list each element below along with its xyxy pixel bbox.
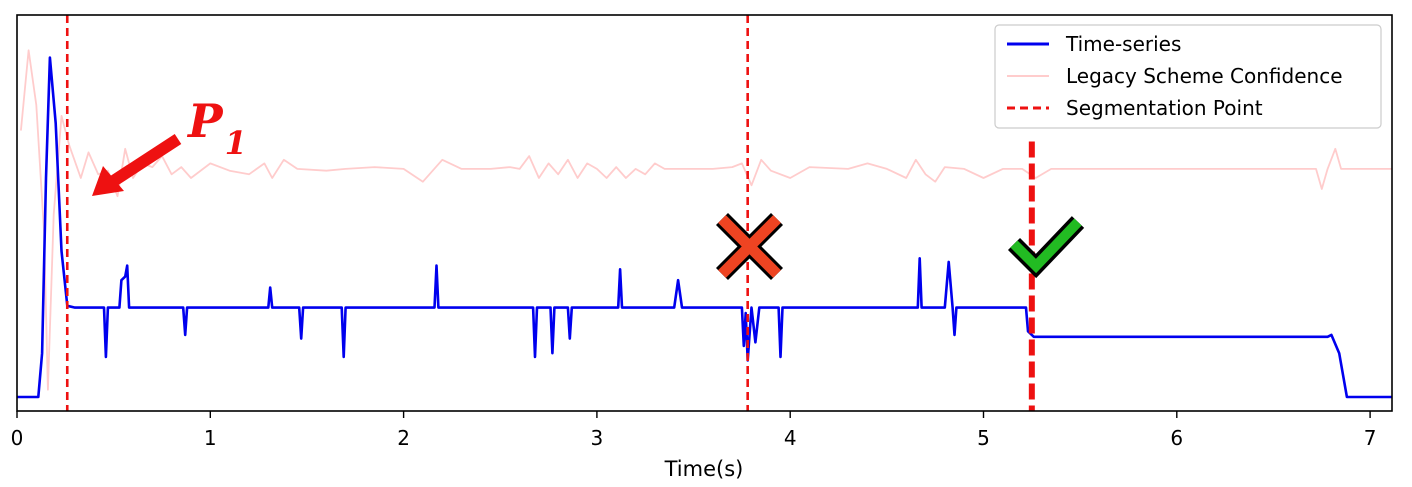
x-tick-label: 3	[591, 426, 604, 450]
p1-label: P1	[186, 94, 247, 162]
p1-letter: P	[186, 94, 224, 148]
x-tick-label: 5	[977, 426, 990, 450]
x-tick-label: 1	[204, 426, 217, 450]
x-tick-label: 2	[397, 426, 410, 450]
legend-box	[994, 24, 1382, 129]
plot-frame	[16, 14, 1393, 412]
p1-subscript: 1	[225, 124, 247, 162]
series-line-legacy-confidence	[20, 49, 1392, 391]
segmentation-lines	[65, 15, 1035, 411]
series-layer	[17, 49, 1392, 399]
cross-mark-icon	[715, 212, 784, 281]
legend-label-legacy: Legacy Scheme Confidence	[1066, 64, 1343, 88]
x-axis-label: Time(s)	[664, 457, 744, 481]
x-tick-label: 7	[1364, 426, 1377, 450]
x-tick-label: 6	[1170, 426, 1183, 450]
series-line-time-series	[17, 56, 1392, 399]
x-axis-ticks: 0 1 2 3 4 5 6 7	[11, 411, 1377, 450]
legend-label-time-series: Time-series	[1065, 32, 1181, 56]
legend-label-segmentation: Segmentation Point	[1066, 96, 1263, 120]
check-mark-icon	[1007, 216, 1085, 279]
legend: Time-series Legacy Scheme Confidence Seg…	[994, 24, 1382, 129]
x-tick-label: 4	[784, 426, 797, 450]
x-tick-label: 0	[11, 426, 24, 450]
p1-arrow	[92, 133, 182, 196]
